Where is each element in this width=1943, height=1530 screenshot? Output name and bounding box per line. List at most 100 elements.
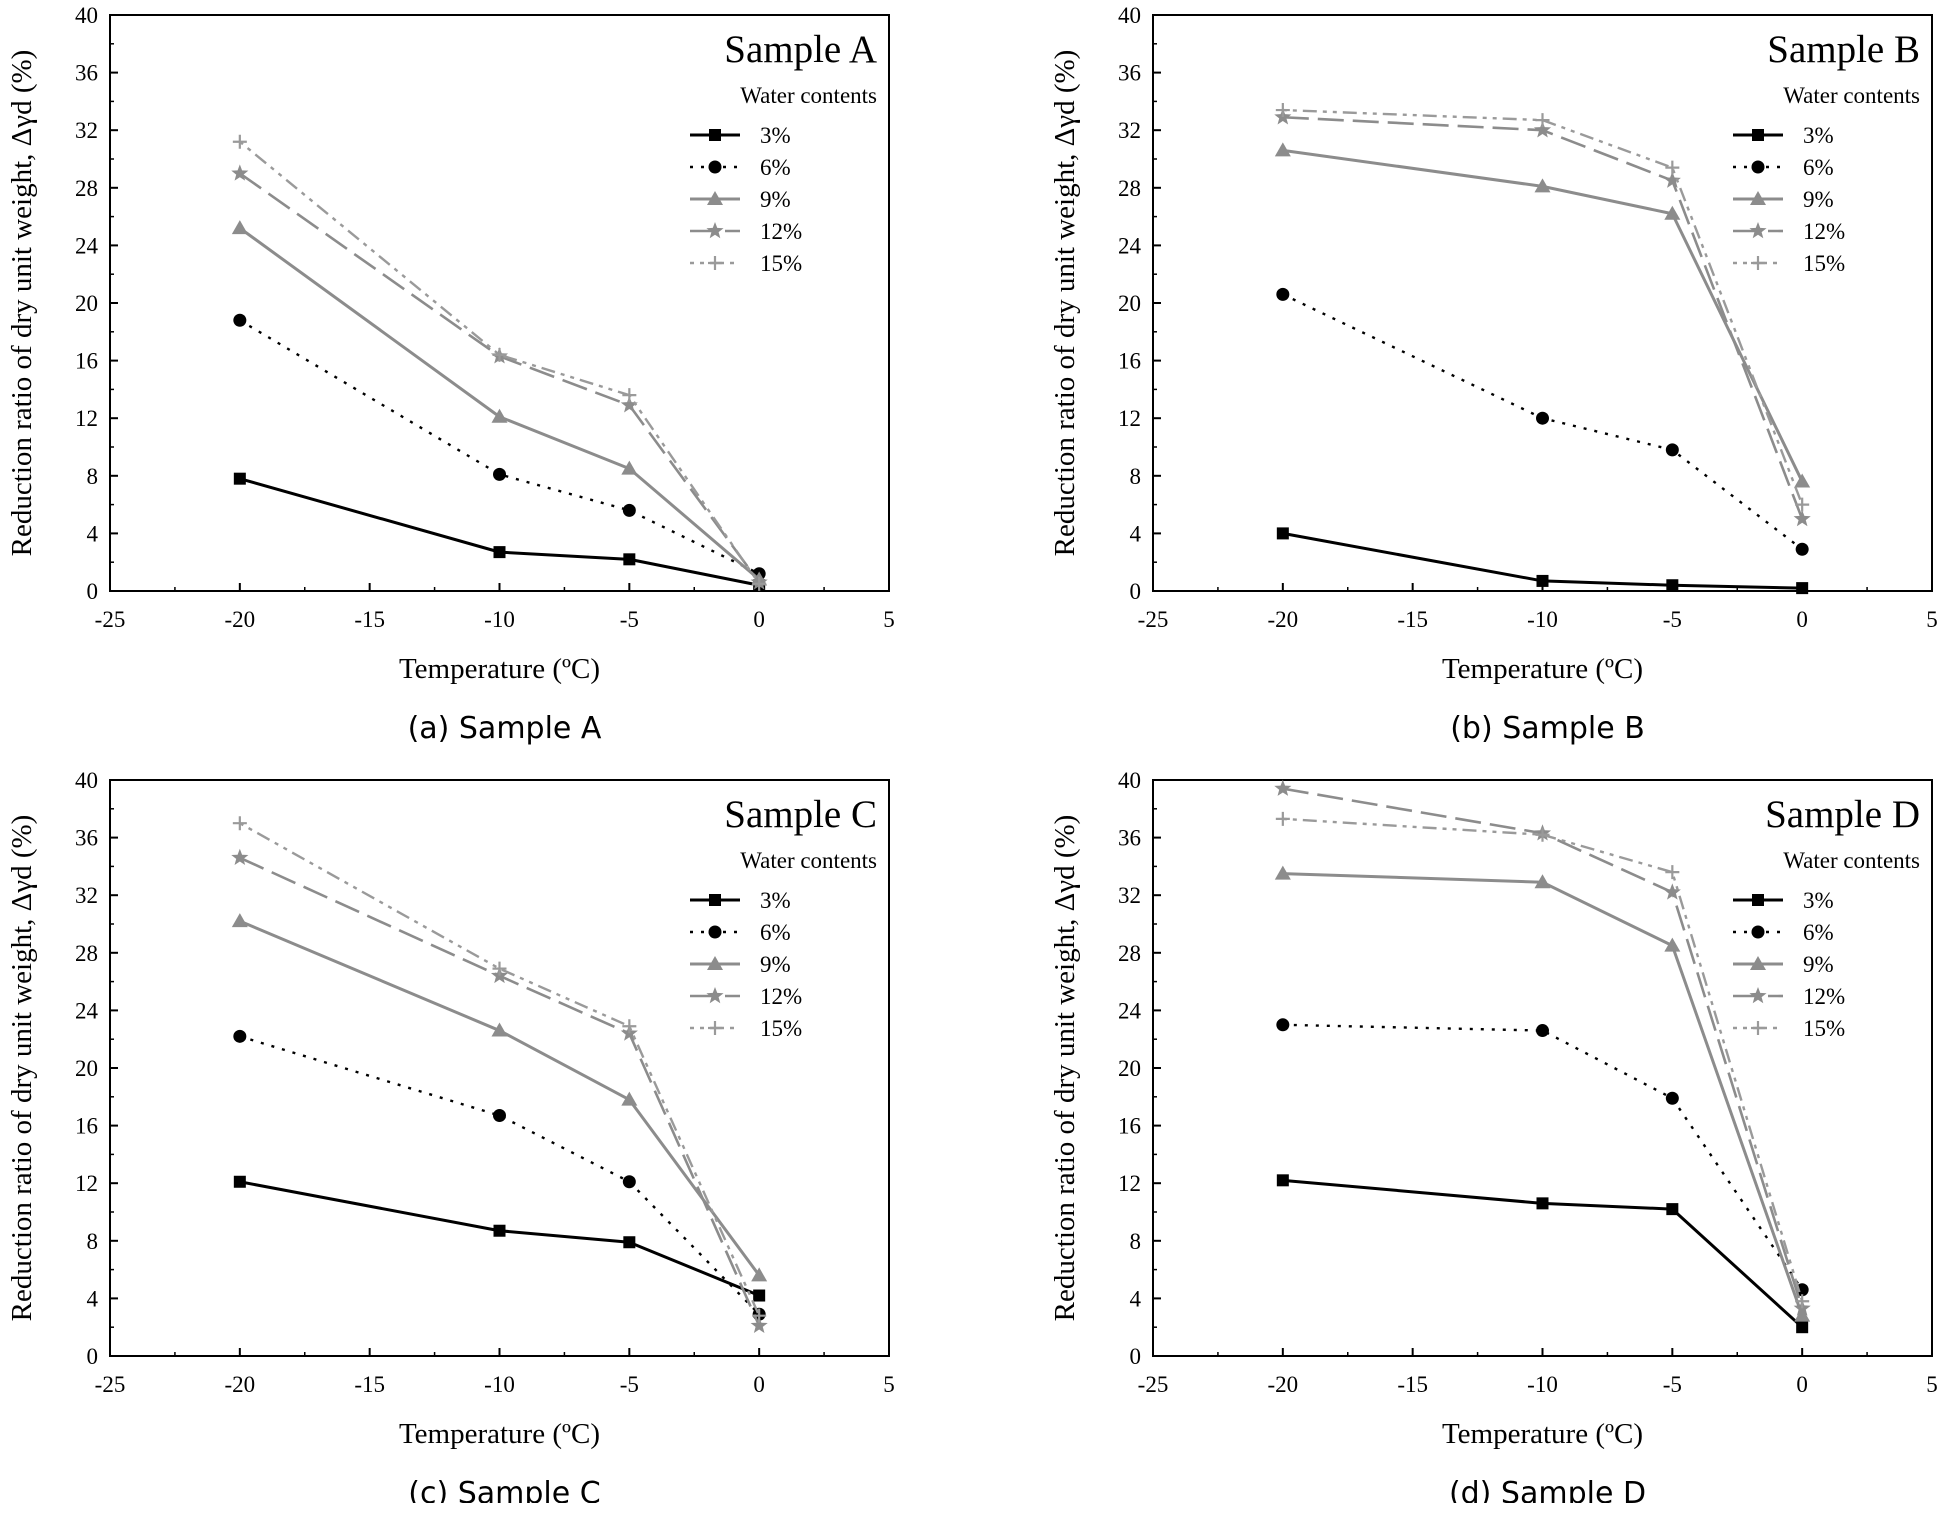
chart-c-data-point [752,1308,767,1323]
chart-c-legend-label: 9% [760,952,791,977]
chart-d-legend-label: 3% [1803,888,1834,913]
chart-b-y-tick-label: 16 [1118,349,1141,374]
chart-c-caption: (c) Sample C [408,1476,600,1503]
chart-a-series-line [239,140,761,585]
chart-d-x-axis-label: Temperature (ºC) [1442,1418,1643,1450]
chart-d-data-point [1536,1197,1549,1210]
chart-d-y-tick-label: 36 [1118,826,1141,851]
chart-b-data-point [1533,121,1552,138]
chart-b-title: Sample B [1767,28,1920,71]
chart-b-data-point [1796,582,1809,595]
chart-b-legend-label: 12% [1803,219,1845,244]
chart-d-data-point [1274,779,1292,796]
chart-c-y-tick-label: 4 [87,1286,99,1311]
chart-b-legend-marker [1750,191,1766,205]
chart-b-x-tick-label: -25 [1138,607,1169,632]
chart-b-y-tick-label: 32 [1118,118,1141,143]
chart-d-y-tick-label: 24 [1118,998,1142,1023]
chart-a-data-point [232,134,247,149]
chart-a-y-tick-label: 24 [75,233,99,258]
chart-a-x-tick-label: -15 [354,607,385,632]
chart-c-data-point [621,1091,638,1106]
chart-c-data-point [623,1236,636,1249]
chart-d-svg: -25 -20 -15 -10 -5 0 5 0 4 8 12 16 20 24 28 32 36 40 Tempe… [1049,768,1938,1503]
chart-c-series-line [239,822,761,1317]
chart-d-data-point [1796,1321,1809,1334]
chart-a-x-tick-label: 0 [753,607,765,632]
chart-c-x-tick-label: -5 [620,1372,639,1397]
chart-a-legend-marker [709,129,721,141]
chart-d-series-line [1282,1023,1804,1291]
chart-b-data-point [1664,205,1681,220]
chart-c-x-tick-label: -20 [224,1372,255,1397]
chart-b-y-tick-label: 36 [1118,61,1141,86]
chart-a-x-tick-label: 5 [883,607,895,632]
chart-a-series-line [239,477,760,587]
chart-b-svg: -25 -20 -15 -10 -5 0 5 0 4 8 12 16 20 24 28 32 36 40 Tempe… [1049,3,1938,746]
chart-d-legend-label: 6% [1803,920,1834,945]
chart-d-title: Sample D [1765,793,1920,836]
chart-b-data-point [1663,171,1681,188]
chart-c-x-tick-label: 0 [753,1372,765,1397]
chart-d-legend-title: Water contents [1783,848,1920,873]
chart-c-y-tick-label: 20 [75,1056,98,1081]
chart-d-legend-marker [1751,1021,1765,1035]
chart-a-data-point [493,467,506,481]
chart-d-data-point [1534,874,1551,889]
chart-b-caption: (b) Sample B [1450,711,1645,746]
chart-d-y-tick-label: 32 [1118,883,1141,908]
chart-b-data-point [1795,542,1809,556]
chart-b-series-line [1282,108,1804,506]
chart-b-data-point [1275,103,1290,118]
chart-c-series-line [239,1180,760,1297]
chart-a-legend-marker [708,160,722,174]
chart-c-legend-title: Water contents [740,848,877,873]
chart-a-y-tick-label: 28 [75,176,98,201]
chart-d-data-point [1665,865,1680,880]
chart-b-y-tick-label: 28 [1118,176,1141,201]
chart-b-data-point [1274,142,1291,157]
chart-d-x-tick-label: -25 [1138,1372,1169,1397]
chart-d-x-tick-label: -5 [1663,1372,1682,1397]
chart-b-legend-label: 3% [1803,123,1834,148]
chart-c-data-point [493,1224,506,1237]
chart-a-legend-label: 12% [760,219,802,244]
chart-b-legend-title: Water contents [1783,83,1920,108]
chart-c-y-tick-label: 16 [75,1114,98,1139]
chart-a-y-tick-label: 8 [87,464,99,489]
chart-b-data-point [1276,287,1290,301]
chart-b-series-line [1282,531,1803,590]
chart-b-data-point [1793,510,1811,527]
chart-b-legend-label: 6% [1803,155,1834,180]
chart-c-y-tick-label: 24 [75,998,99,1023]
chart-d-data-point [1795,1294,1810,1309]
chart-a-data-point [233,313,247,327]
chart-d-data-point [1665,1091,1679,1105]
chart-c-legend-marker [709,894,721,906]
chart-d-x-tick-label: 5 [1926,1372,1938,1397]
chart-c-data-point [491,1022,508,1037]
chart-b-x-tick-label: -5 [1663,607,1682,632]
chart-b-series-line [1282,293,1803,551]
chart-c-data-point [750,1316,768,1334]
chart-c-data-point [232,816,247,831]
chart-d-legend-marker [1750,956,1766,970]
chart-b-data-point [1536,411,1549,425]
chart-b-data-point [1665,443,1679,457]
chart-a-data-point [620,396,638,413]
chart-a-y-tick-label: 0 [87,579,99,604]
chart-c-legend-label: 6% [760,920,791,945]
chart-d-y-tick-label: 8 [1130,1229,1142,1254]
chart-c-y-tick-label: 0 [87,1344,99,1369]
chart-b-legend-label: 9% [1803,187,1834,212]
chart-c-y-tick-label: 36 [75,826,98,851]
chart-c-data-point [233,1175,246,1188]
chart-a-y-tick-label: 16 [75,349,98,374]
chart-c-legend-marker [706,987,724,1004]
chart-a-data-point [491,408,508,423]
chart-d-caption: (d) Sample D [1449,1476,1646,1503]
chart-b-data-point [1794,473,1811,488]
chart-a-y-tick-label: 32 [75,118,98,143]
chart-c-svg: -25 -20 -15 -10 -5 0 5 0 4 8 12 16 20 24 28 32 36 40 Tempe… [6,768,895,1503]
chart-panel-d: -25 -20 -15 -10 -5 0 5 0 4 8 12 16 20 24 28 32 36 40 Tempe… [1043,765,1943,1530]
